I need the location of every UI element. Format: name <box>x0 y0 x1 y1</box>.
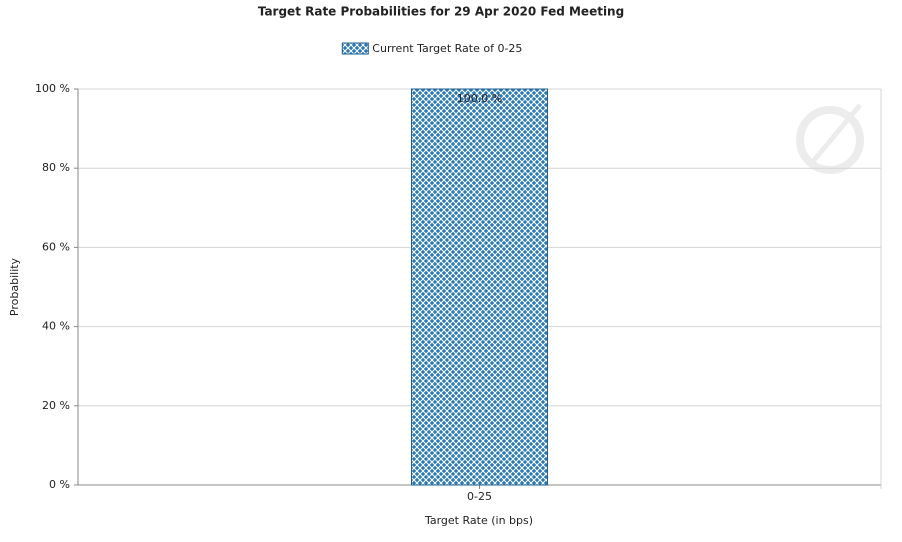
y-tick-label: 100 % <box>35 82 70 95</box>
chart-title: Target Rate Probabilities for 29 Apr 202… <box>258 5 624 19</box>
x-axis-label: Target Rate (in bps) <box>424 514 533 527</box>
y-tick-label: 0 % <box>49 478 70 491</box>
value-label: 100.0 % <box>457 92 502 105</box>
y-tick-label: 40 % <box>42 320 70 333</box>
legend-swatch <box>341 42 369 55</box>
watermark <box>796 103 864 174</box>
y-tick-label: 60 % <box>42 240 70 253</box>
y-tick-label: 80 % <box>42 161 70 174</box>
bar <box>411 88 548 486</box>
legend-label: Current Target Rate of 0-25 <box>372 42 522 55</box>
y-axis-label: Probability <box>8 257 21 316</box>
y-tick-label: 20 % <box>42 399 70 412</box>
x-tick-label: 0-25 <box>467 490 492 503</box>
